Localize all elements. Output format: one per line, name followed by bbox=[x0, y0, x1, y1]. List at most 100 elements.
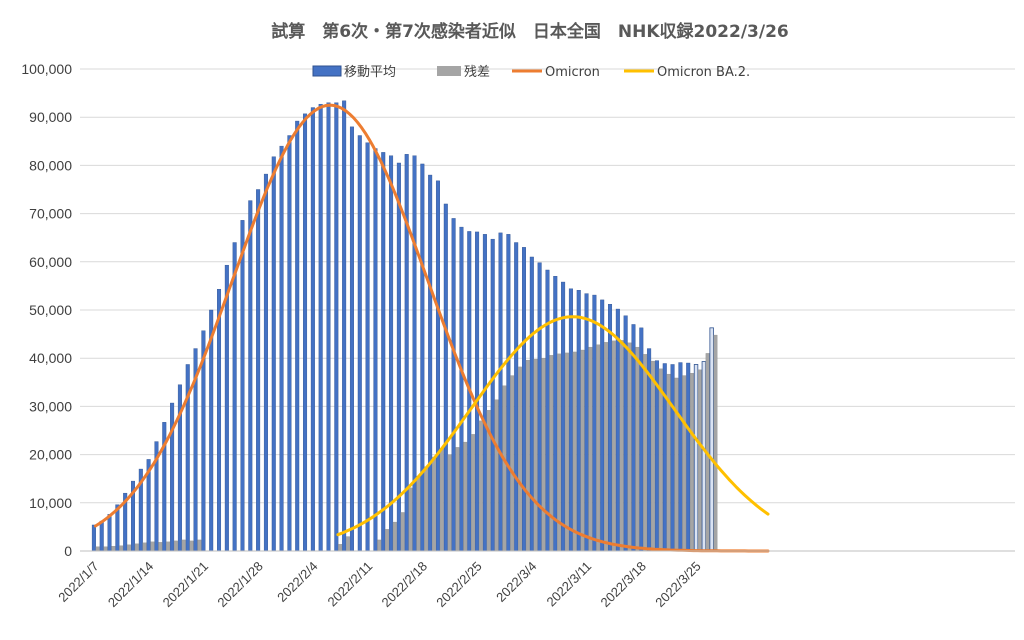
bar-moving-average bbox=[107, 514, 112, 552]
y-tick-label: 0 bbox=[64, 543, 72, 559]
bar-moving-average bbox=[263, 173, 268, 552]
bar-residual bbox=[345, 536, 350, 552]
bar-moving-average bbox=[678, 362, 683, 552]
y-tick-label: 10,000 bbox=[29, 495, 72, 511]
bar-residual bbox=[338, 544, 343, 552]
bars-layer bbox=[91, 100, 718, 552]
bar-moving-average bbox=[248, 200, 253, 552]
bar-residual bbox=[197, 539, 202, 552]
bar-moving-average bbox=[623, 315, 628, 552]
bar-moving-average bbox=[412, 155, 417, 552]
y-tick-label: 30,000 bbox=[29, 398, 72, 414]
bar-moving-average bbox=[451, 218, 456, 552]
bar-moving-average bbox=[498, 232, 503, 552]
bar-residual bbox=[635, 346, 640, 552]
bar-moving-average bbox=[514, 242, 519, 552]
bar-moving-average bbox=[615, 308, 620, 552]
chart-title: 試算 第6次・第7次感染者近似 日本全国 NHK収録2022/3/26 bbox=[271, 21, 789, 42]
bar-moving-average bbox=[435, 180, 440, 552]
bar-residual bbox=[604, 342, 608, 552]
bar-residual bbox=[416, 476, 421, 552]
y-tick-label: 100,000 bbox=[21, 61, 72, 77]
bar-moving-average bbox=[693, 364, 699, 552]
bar-moving-average bbox=[240, 220, 245, 552]
y-axis-ticks: 0 10,000 20,000 30,000 40,000 50,000 60,000 70,… bbox=[21, 61, 72, 559]
bar-moving-average bbox=[561, 281, 566, 552]
x-tick-label: 2022/2/11 bbox=[324, 559, 375, 610]
x-tick-label: 2022/3/4 bbox=[493, 559, 539, 605]
bar-residual bbox=[166, 541, 171, 552]
bar-residual bbox=[674, 377, 679, 552]
bar-residual bbox=[697, 369, 702, 552]
bar-moving-average bbox=[389, 155, 394, 552]
bar-residual bbox=[596, 344, 601, 552]
bar-residual bbox=[478, 420, 483, 552]
bar-residual bbox=[494, 399, 499, 552]
bar-residual bbox=[392, 521, 397, 552]
legend-swatch-residual bbox=[437, 66, 461, 76]
bar-moving-average bbox=[295, 120, 300, 552]
line-omicron bbox=[94, 103, 770, 553]
bar-residual bbox=[549, 355, 554, 552]
bar-residual bbox=[127, 544, 131, 552]
bar-moving-average bbox=[99, 520, 104, 552]
bar-residual bbox=[385, 529, 389, 552]
bar-residual bbox=[572, 351, 577, 552]
bar-moving-average bbox=[310, 107, 315, 552]
bar-moving-average bbox=[709, 327, 714, 552]
bar-moving-average bbox=[600, 299, 605, 552]
legend-label-moving-average: 移動平均 bbox=[344, 65, 396, 80]
bar-moving-average bbox=[475, 231, 480, 552]
y-tick-label: 50,000 bbox=[29, 302, 72, 318]
bar-moving-average bbox=[342, 100, 347, 552]
legend-label-residual: 残差 bbox=[464, 65, 490, 80]
bar-residual bbox=[173, 540, 178, 552]
bar-residual bbox=[119, 545, 124, 552]
bar-moving-average bbox=[443, 203, 448, 552]
bar-residual bbox=[424, 466, 429, 552]
x-tick-label: 2022/2/4 bbox=[274, 559, 320, 605]
legend: 移動平均 残差 Omicron Omicron BA.2. bbox=[312, 65, 750, 80]
bar-moving-average bbox=[326, 102, 331, 552]
bar-residual bbox=[439, 448, 444, 552]
bar-residual bbox=[432, 456, 436, 552]
bar-moving-average bbox=[608, 304, 613, 552]
bar-residual bbox=[447, 454, 452, 552]
bar-residual bbox=[518, 366, 522, 552]
bar-residual bbox=[502, 385, 507, 552]
x-tick-label: 2022/1/21 bbox=[160, 559, 212, 611]
bar-residual bbox=[510, 375, 515, 552]
legend-label-omicron: Omicron bbox=[545, 65, 600, 80]
bar-residual bbox=[658, 368, 663, 552]
bar-residual bbox=[142, 542, 147, 552]
bar-residual bbox=[471, 434, 476, 552]
bar-moving-average bbox=[91, 524, 96, 552]
bar-residual bbox=[377, 539, 382, 552]
bar-residual bbox=[682, 375, 687, 552]
bar-moving-average bbox=[701, 361, 707, 552]
bar-moving-average bbox=[686, 362, 691, 552]
bar-residual bbox=[525, 359, 530, 552]
bar-residual bbox=[541, 358, 546, 552]
bar-residual bbox=[400, 512, 405, 552]
bar-residual bbox=[619, 340, 624, 552]
bar-residual bbox=[627, 342, 632, 552]
bar-residual bbox=[463, 441, 468, 552]
y-tick-label: 60,000 bbox=[29, 254, 72, 270]
bar-residual bbox=[611, 340, 616, 552]
bar-residual bbox=[533, 359, 538, 552]
bar-moving-average bbox=[428, 174, 433, 552]
bar-moving-average bbox=[209, 309, 214, 552]
y-tick-label: 90,000 bbox=[29, 109, 72, 125]
bar-moving-average bbox=[279, 145, 284, 552]
bar-moving-average bbox=[576, 290, 581, 552]
bar-moving-average bbox=[256, 189, 261, 552]
bar-moving-average bbox=[553, 276, 558, 552]
lines-layer bbox=[94, 103, 770, 553]
bar-moving-average bbox=[490, 238, 495, 552]
bar-moving-average bbox=[373, 148, 378, 552]
x-tick-label: 2022/1/14 bbox=[105, 559, 157, 611]
bar-moving-average bbox=[232, 242, 237, 552]
